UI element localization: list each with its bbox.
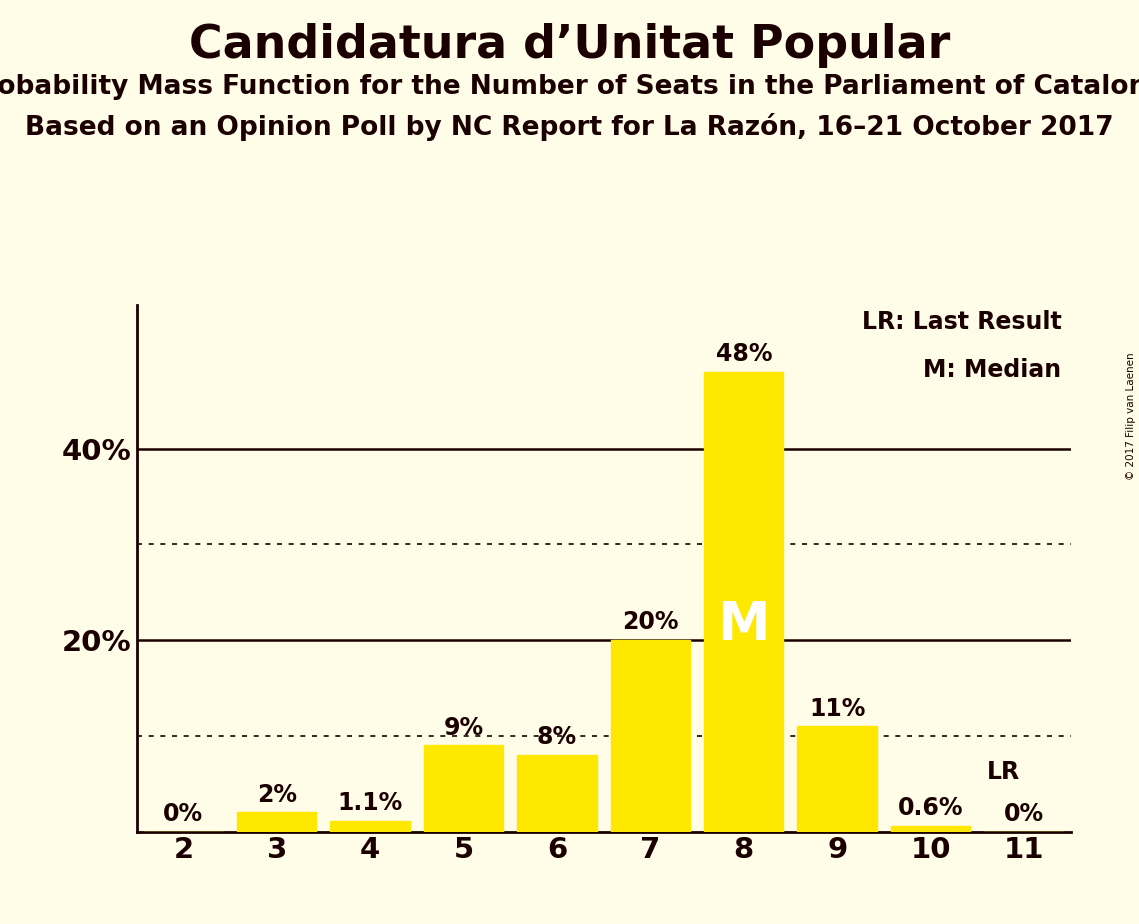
Text: LR: Last Result: LR: Last Result [861, 310, 1062, 334]
Bar [517, 755, 597, 832]
Text: M: Median: M: Median [924, 358, 1062, 382]
Bar [237, 812, 317, 832]
Text: 20%: 20% [622, 611, 679, 635]
Bar [797, 726, 877, 832]
Bar [330, 821, 410, 832]
Text: Probability Mass Function for the Number of Seats in the Parliament of Catalonia: Probability Mass Function for the Number… [0, 74, 1139, 100]
Bar [424, 746, 503, 832]
Text: 48%: 48% [715, 342, 772, 366]
Text: 0.6%: 0.6% [898, 796, 964, 821]
Text: 1.1%: 1.1% [337, 791, 403, 815]
Text: 11%: 11% [809, 697, 866, 721]
Text: © 2017 Filip van Laenen: © 2017 Filip van Laenen [1126, 352, 1136, 480]
Text: 8%: 8% [536, 725, 577, 749]
Text: Based on an Opinion Poll by NC Report for La Razón, 16–21 October 2017: Based on an Opinion Poll by NC Report fo… [25, 113, 1114, 140]
Text: 0%: 0% [163, 802, 204, 826]
Bar [611, 640, 690, 832]
Text: M: M [718, 599, 770, 650]
Text: LR: LR [986, 760, 1019, 784]
Text: 2%: 2% [256, 783, 297, 807]
Text: 0%: 0% [1003, 802, 1044, 826]
Bar [704, 372, 784, 832]
Bar [891, 826, 970, 832]
Text: Candidatura d’Unitat Popular: Candidatura d’Unitat Popular [189, 23, 950, 68]
Text: 9%: 9% [443, 716, 484, 740]
